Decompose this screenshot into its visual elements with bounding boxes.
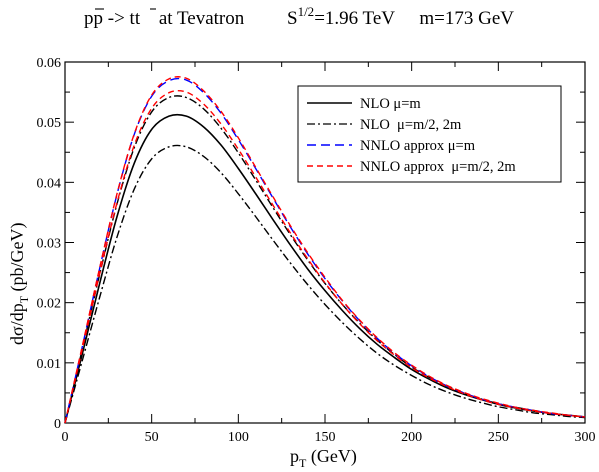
chart-title: pp -> tt at Tevatron S1/2=1.96 TeV m=173… — [84, 4, 514, 29]
title-energy-s: S — [287, 8, 298, 29]
y-axis-label-main: dσ/dp — [7, 303, 27, 345]
series-lines — [64, 76, 586, 424]
title-collider: at Tevatron — [159, 8, 245, 29]
y-tick-label: 0.06 — [37, 56, 62, 71]
legend-label-nnlo: NNLO approx μ=m — [360, 138, 476, 154]
y-tick-label: 0 — [54, 417, 61, 432]
x-tick-label: 200 — [401, 430, 422, 445]
legend: NLO μ=m NLO μ=m/2, 2m NNLO approx μ=m NN… — [297, 85, 562, 183]
x-axis-label-sub: T — [299, 456, 307, 470]
y-tick-label: 0.01 — [37, 357, 62, 372]
legend-label-nnlo-band: NNLO approx μ=m/2, 2m — [360, 159, 516, 175]
title-mass: m=173 GeV — [419, 8, 514, 29]
title-energy-exponent: 1/2 — [298, 4, 315, 19]
x-axis-label-base: p — [290, 446, 299, 466]
y-axis-label: dσ/dpT (pb/GeV) — [7, 222, 31, 345]
y-tick-label: 0.03 — [37, 237, 62, 252]
x-tick-label: 100 — [228, 430, 249, 445]
series-1-lower-line — [64, 144, 586, 424]
x-tick-label: 250 — [488, 430, 509, 445]
title-arrow: -> — [103, 8, 130, 29]
title-process-t: t — [130, 8, 136, 29]
x-tick-label: 300 — [575, 430, 596, 445]
title-energy-value: =1.96 TeV — [314, 8, 395, 29]
y-tick-label: 0.04 — [37, 176, 62, 191]
x-tick-label: 0 — [62, 430, 69, 445]
x-axis-label-unit: (GeV) — [306, 446, 356, 467]
legend-label-nlo-band: NLO μ=m/2, 2m — [360, 117, 462, 133]
title-process-tbar: t — [135, 8, 141, 29]
title-process-p: p — [84, 8, 94, 29]
y-axis-label-sub: T — [17, 295, 31, 303]
title-process-pbar: p — [94, 8, 104, 29]
legend-label-nlo: NLO μ=m — [360, 96, 421, 112]
y-tick-label: 0.02 — [37, 297, 62, 312]
y-tick-label: 0.05 — [37, 116, 62, 131]
series-3-upper-line — [64, 76, 586, 424]
series-3-lower-line — [64, 89, 586, 424]
x-axis-label: pT (GeV) — [290, 446, 357, 470]
x-tick-label: 150 — [315, 430, 336, 445]
x-tick-label: 50 — [145, 430, 159, 445]
y-axis-label-unit: (pb/GeV) — [7, 222, 28, 295]
axis-ticks: 0 50 100 150 200 250 300 0 0.01 0.02 0.03 0.04 0.05 0… — [37, 56, 596, 445]
